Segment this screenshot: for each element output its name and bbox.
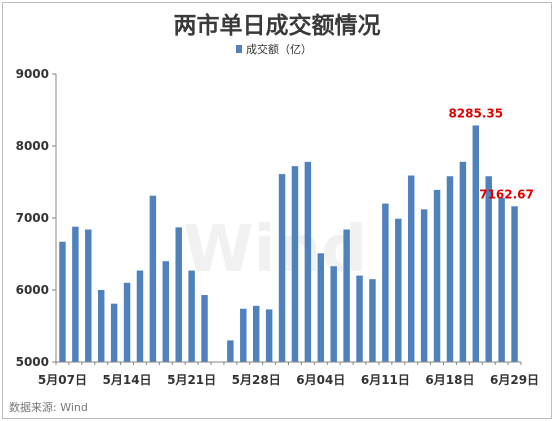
bar [395, 218, 402, 362]
bar [317, 253, 325, 362]
x-tick-label: 6月11日 [361, 373, 410, 387]
x-tick-label: 6月29日 [490, 373, 539, 387]
bar [85, 229, 92, 362]
legend-label: 成交额（亿） [246, 42, 312, 56]
data-label: 7162.67 [479, 187, 534, 201]
bar [162, 261, 170, 362]
chart-title: 两市单日成交额情况 [174, 12, 381, 39]
x-axis: 5月07日 5月14日 5月21日 5月28日 6月04日 6月11日 6月18日 6月29日 [38, 361, 539, 387]
legend-swatch [236, 45, 242, 53]
bar-chart: Wind 两市单日成交额情况 成交额（亿） 5000 6000 7000 8000 90… [9, 12, 539, 414]
y-tick-label: 5000 [16, 355, 49, 369]
bar [356, 275, 363, 362]
bar [485, 176, 492, 362]
bar [291, 166, 299, 362]
bar [446, 176, 454, 362]
bars [59, 125, 518, 362]
watermark: Wind [183, 213, 367, 287]
bar [265, 309, 273, 362]
bar [149, 195, 157, 362]
legend: 成交额（亿） [236, 42, 312, 56]
data-labels: 8285.35 7162.67 [448, 106, 533, 201]
bar [123, 282, 131, 362]
bar [459, 161, 467, 362]
bar [136, 270, 144, 362]
bar [240, 308, 247, 362]
source-note: 数据来源: Wind [9, 400, 88, 414]
bar [511, 206, 518, 362]
x-tick-label: 5月07日 [38, 373, 87, 387]
bar [472, 125, 480, 362]
bar [369, 279, 376, 362]
x-tick-label: 5月28日 [232, 373, 281, 387]
x-tick-label: 5月21日 [167, 373, 216, 387]
bar [382, 203, 389, 362]
bar [420, 209, 428, 362]
y-tick-label: 7000 [16, 211, 49, 225]
bar [59, 241, 66, 362]
y-tick-label: 6000 [16, 283, 49, 297]
bar [72, 226, 79, 362]
bar [175, 227, 182, 362]
bar [330, 266, 337, 362]
bar [433, 189, 441, 362]
data-label: 8285.35 [448, 106, 503, 120]
bar [110, 303, 118, 362]
x-tick-label: 5月14日 [103, 373, 152, 387]
bar [498, 197, 505, 362]
x-tick-label: 6月18日 [425, 373, 474, 387]
bar [407, 175, 415, 362]
bar [97, 290, 105, 362]
bar [188, 270, 195, 362]
bar [278, 174, 286, 362]
y-tick-label: 9000 [16, 67, 49, 81]
y-axis: 5000 6000 7000 8000 9000 [16, 67, 57, 369]
bar [227, 340, 234, 362]
y-tick-label: 8000 [16, 139, 49, 153]
x-tick-label: 6月04日 [296, 373, 345, 387]
bar [304, 161, 312, 362]
bar [252, 305, 260, 362]
bar [201, 295, 208, 362]
bar [343, 229, 350, 362]
